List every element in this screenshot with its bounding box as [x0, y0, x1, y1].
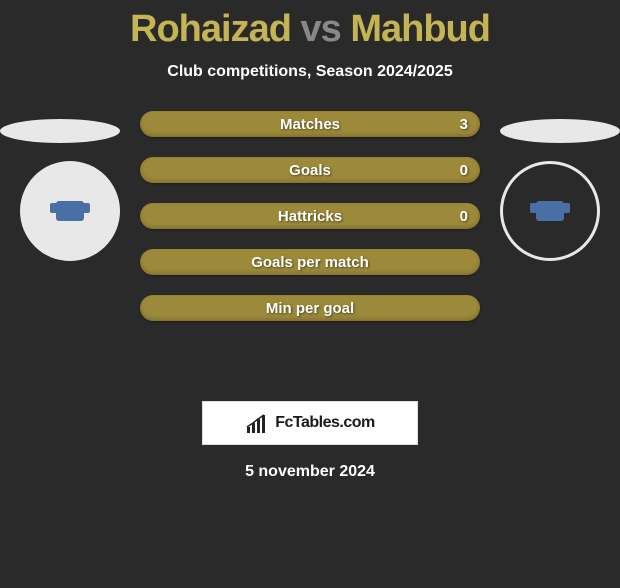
stat-bar: Goals per match	[140, 249, 480, 275]
jersey-icon	[536, 201, 564, 221]
comparison-title: Rohaizad vs Mahbud	[0, 8, 620, 51]
stat-label: Goals	[289, 162, 331, 179]
player2-figure	[500, 161, 600, 261]
platform-right	[500, 119, 620, 143]
stat-value-right: 0	[460, 208, 468, 225]
subtitle: Club competitions, Season 2024/2025	[0, 63, 620, 81]
stats-graphic: Matches 3 Goals 0 Hattricks 0 Goals per match M…	[0, 111, 620, 371]
stat-value-right: 0	[460, 162, 468, 179]
stat-bar: Goals 0	[140, 157, 480, 183]
stat-label: Matches	[280, 116, 340, 133]
platform-left	[0, 119, 120, 143]
stat-bar: Matches 3	[140, 111, 480, 137]
date-label: 5 november 2024	[0, 463, 620, 481]
player1-name: Rohaizad	[130, 8, 291, 50]
player1-figure	[20, 161, 120, 261]
stat-bar: Hattricks 0	[140, 203, 480, 229]
stat-label: Min per goal	[266, 300, 354, 317]
player2-name: Mahbud	[350, 8, 490, 50]
stat-value-right: 3	[460, 116, 468, 133]
logo-text: FcTables.com	[275, 414, 375, 432]
stat-bars: Matches 3 Goals 0 Hattricks 0 Goals per match M…	[140, 111, 480, 341]
stat-label: Goals per match	[251, 254, 369, 271]
logo-icon	[245, 413, 269, 433]
vs-label: vs	[300, 8, 340, 50]
stat-label: Hattricks	[278, 208, 342, 225]
logo-box: FcTables.com	[202, 401, 418, 445]
stat-bar: Min per goal	[140, 295, 480, 321]
jersey-icon	[56, 201, 84, 221]
